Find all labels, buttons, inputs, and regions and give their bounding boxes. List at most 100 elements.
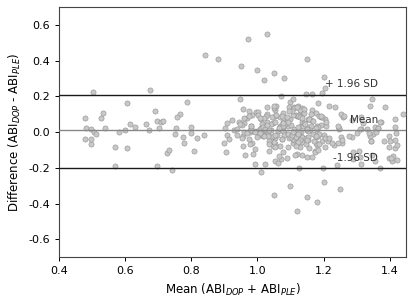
Point: [267, 122, 274, 127]
Point: [320, 180, 327, 185]
Point: [273, 103, 279, 108]
Point: [323, 124, 330, 129]
Point: [304, 56, 310, 61]
Point: [320, 133, 327, 138]
Point: [289, 133, 296, 138]
Point: [287, 183, 294, 188]
Point: [261, 115, 268, 120]
Point: [247, 130, 254, 135]
Point: [357, 127, 364, 131]
Point: [313, 199, 320, 204]
Point: [266, 138, 272, 143]
Point: [336, 125, 343, 130]
Point: [147, 88, 154, 93]
Point: [102, 125, 109, 130]
Point: [285, 123, 292, 128]
Point: [240, 120, 247, 125]
Point: [264, 31, 271, 36]
Point: [190, 148, 197, 153]
Point: [357, 126, 364, 131]
Point: [247, 124, 254, 128]
Point: [265, 132, 271, 137]
Point: [237, 63, 244, 68]
Point: [304, 134, 311, 139]
Point: [359, 120, 366, 125]
Point: [296, 129, 302, 134]
Point: [124, 101, 131, 106]
Point: [314, 148, 321, 153]
Point: [277, 157, 284, 162]
Point: [290, 136, 296, 141]
Point: [172, 132, 179, 137]
Point: [319, 114, 326, 119]
Point: [336, 127, 342, 131]
Point: [295, 113, 301, 118]
Point: [325, 139, 331, 144]
Point: [330, 143, 337, 148]
Point: [180, 135, 187, 140]
Text: Mean: Mean: [350, 115, 378, 125]
Point: [294, 208, 300, 213]
Point: [313, 140, 320, 145]
Point: [322, 86, 329, 91]
Point: [290, 106, 297, 111]
Point: [310, 132, 316, 137]
Point: [299, 112, 306, 117]
Point: [300, 124, 306, 128]
Point: [248, 128, 254, 133]
Point: [274, 161, 281, 166]
Point: [152, 109, 159, 113]
Point: [301, 120, 307, 125]
Point: [319, 138, 325, 143]
Point: [146, 127, 152, 132]
Point: [314, 124, 321, 129]
Point: [166, 148, 173, 152]
Point: [254, 129, 260, 134]
Point: [188, 131, 195, 136]
Point: [93, 131, 100, 136]
Point: [132, 125, 139, 130]
Point: [299, 121, 306, 126]
Point: [321, 145, 328, 149]
Point: [261, 132, 267, 137]
Point: [271, 142, 278, 146]
Point: [304, 127, 311, 131]
Point: [289, 108, 295, 113]
Point: [263, 119, 270, 124]
Point: [260, 133, 267, 138]
Point: [272, 135, 278, 140]
Point: [337, 187, 343, 192]
Point: [372, 159, 379, 163]
Point: [257, 133, 263, 138]
Point: [246, 109, 252, 114]
Point: [367, 138, 374, 143]
Point: [314, 143, 320, 148]
Point: [240, 144, 247, 149]
Point: [297, 144, 304, 149]
Point: [266, 141, 272, 146]
Point: [385, 134, 392, 139]
Point: [303, 136, 309, 141]
Point: [272, 107, 278, 112]
Point: [272, 113, 279, 118]
Point: [240, 107, 247, 112]
Point: [230, 128, 237, 133]
Point: [127, 122, 133, 127]
Point: [318, 123, 325, 127]
Point: [329, 140, 336, 145]
Point: [172, 126, 179, 131]
Point: [325, 136, 332, 141]
Point: [252, 162, 258, 167]
Point: [375, 126, 381, 131]
Point: [261, 161, 268, 166]
Point: [319, 91, 325, 96]
Point: [164, 151, 171, 156]
Point: [237, 97, 244, 102]
Point: [271, 119, 278, 124]
Point: [297, 138, 303, 142]
Point: [265, 128, 272, 133]
Point: [323, 120, 330, 124]
Point: [297, 114, 304, 119]
Point: [88, 137, 94, 142]
Point: [173, 115, 180, 120]
